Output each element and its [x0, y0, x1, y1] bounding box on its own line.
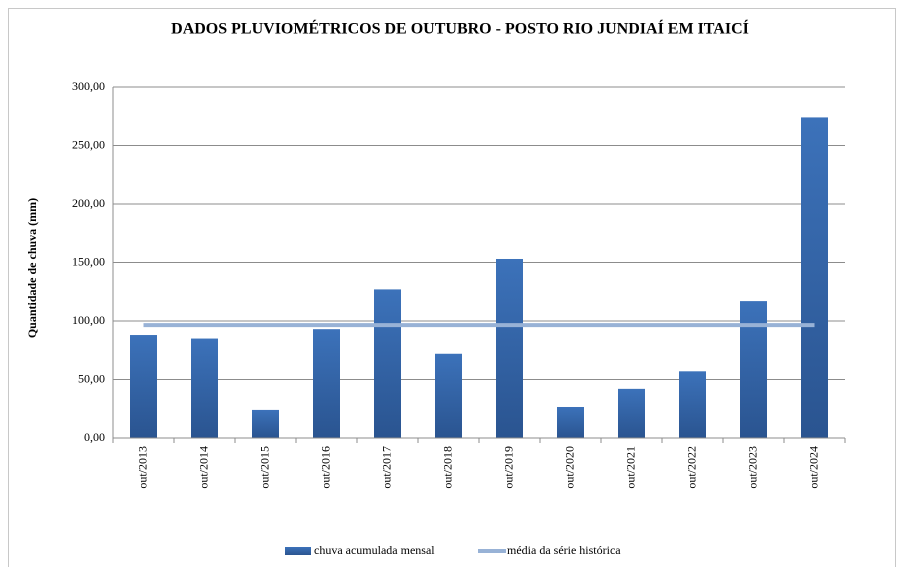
bar — [740, 301, 767, 438]
bar — [252, 409, 279, 438]
chart-title: DADOS PLUVIOMÉTRICOS DE OUTUBRO - POSTO … — [171, 19, 749, 38]
y-tick-label: 100,00 — [72, 313, 105, 327]
x-tick-label: out/2024 — [806, 446, 820, 489]
x-tick-label: out/2017 — [379, 446, 393, 489]
y-tick-label: 250,00 — [72, 137, 105, 151]
legend-label: chuva acumulada mensal — [314, 543, 435, 557]
x-tick-label: out/2014 — [196, 446, 210, 489]
x-tick-label: out/2013 — [135, 446, 149, 489]
bar — [191, 338, 218, 438]
x-tick-label: out/2023 — [745, 446, 759, 489]
x-tick-label: out/2018 — [440, 446, 454, 489]
x-tick-label: out/2020 — [562, 446, 576, 489]
x-tick-label: out/2022 — [684, 446, 698, 489]
x-tick-label: out/2021 — [623, 446, 637, 489]
x-tick-label: out/2019 — [501, 446, 515, 489]
x-tick-label: out/2016 — [318, 446, 332, 489]
y-axis-label: Quantidade de chuva (mm) — [25, 198, 39, 338]
bar — [130, 335, 157, 438]
bar — [313, 329, 340, 438]
y-tick-label: 200,00 — [72, 196, 105, 210]
y-tick-label: 50,00 — [78, 371, 105, 385]
x-tick-label: out/2015 — [257, 446, 271, 489]
y-tick-label: 0,00 — [84, 430, 105, 444]
bar — [374, 289, 401, 438]
legend-swatch — [285, 547, 311, 555]
bar — [679, 371, 706, 438]
bar — [496, 258, 523, 438]
bar — [435, 353, 462, 438]
chart-frame — [8, 8, 896, 567]
bar — [801, 117, 828, 439]
y-tick-label: 300,00 — [72, 79, 105, 93]
y-tick-label: 150,00 — [72, 254, 105, 268]
bar — [557, 406, 584, 438]
legend-label: média da série histórica — [507, 543, 621, 557]
bar — [618, 388, 645, 438]
